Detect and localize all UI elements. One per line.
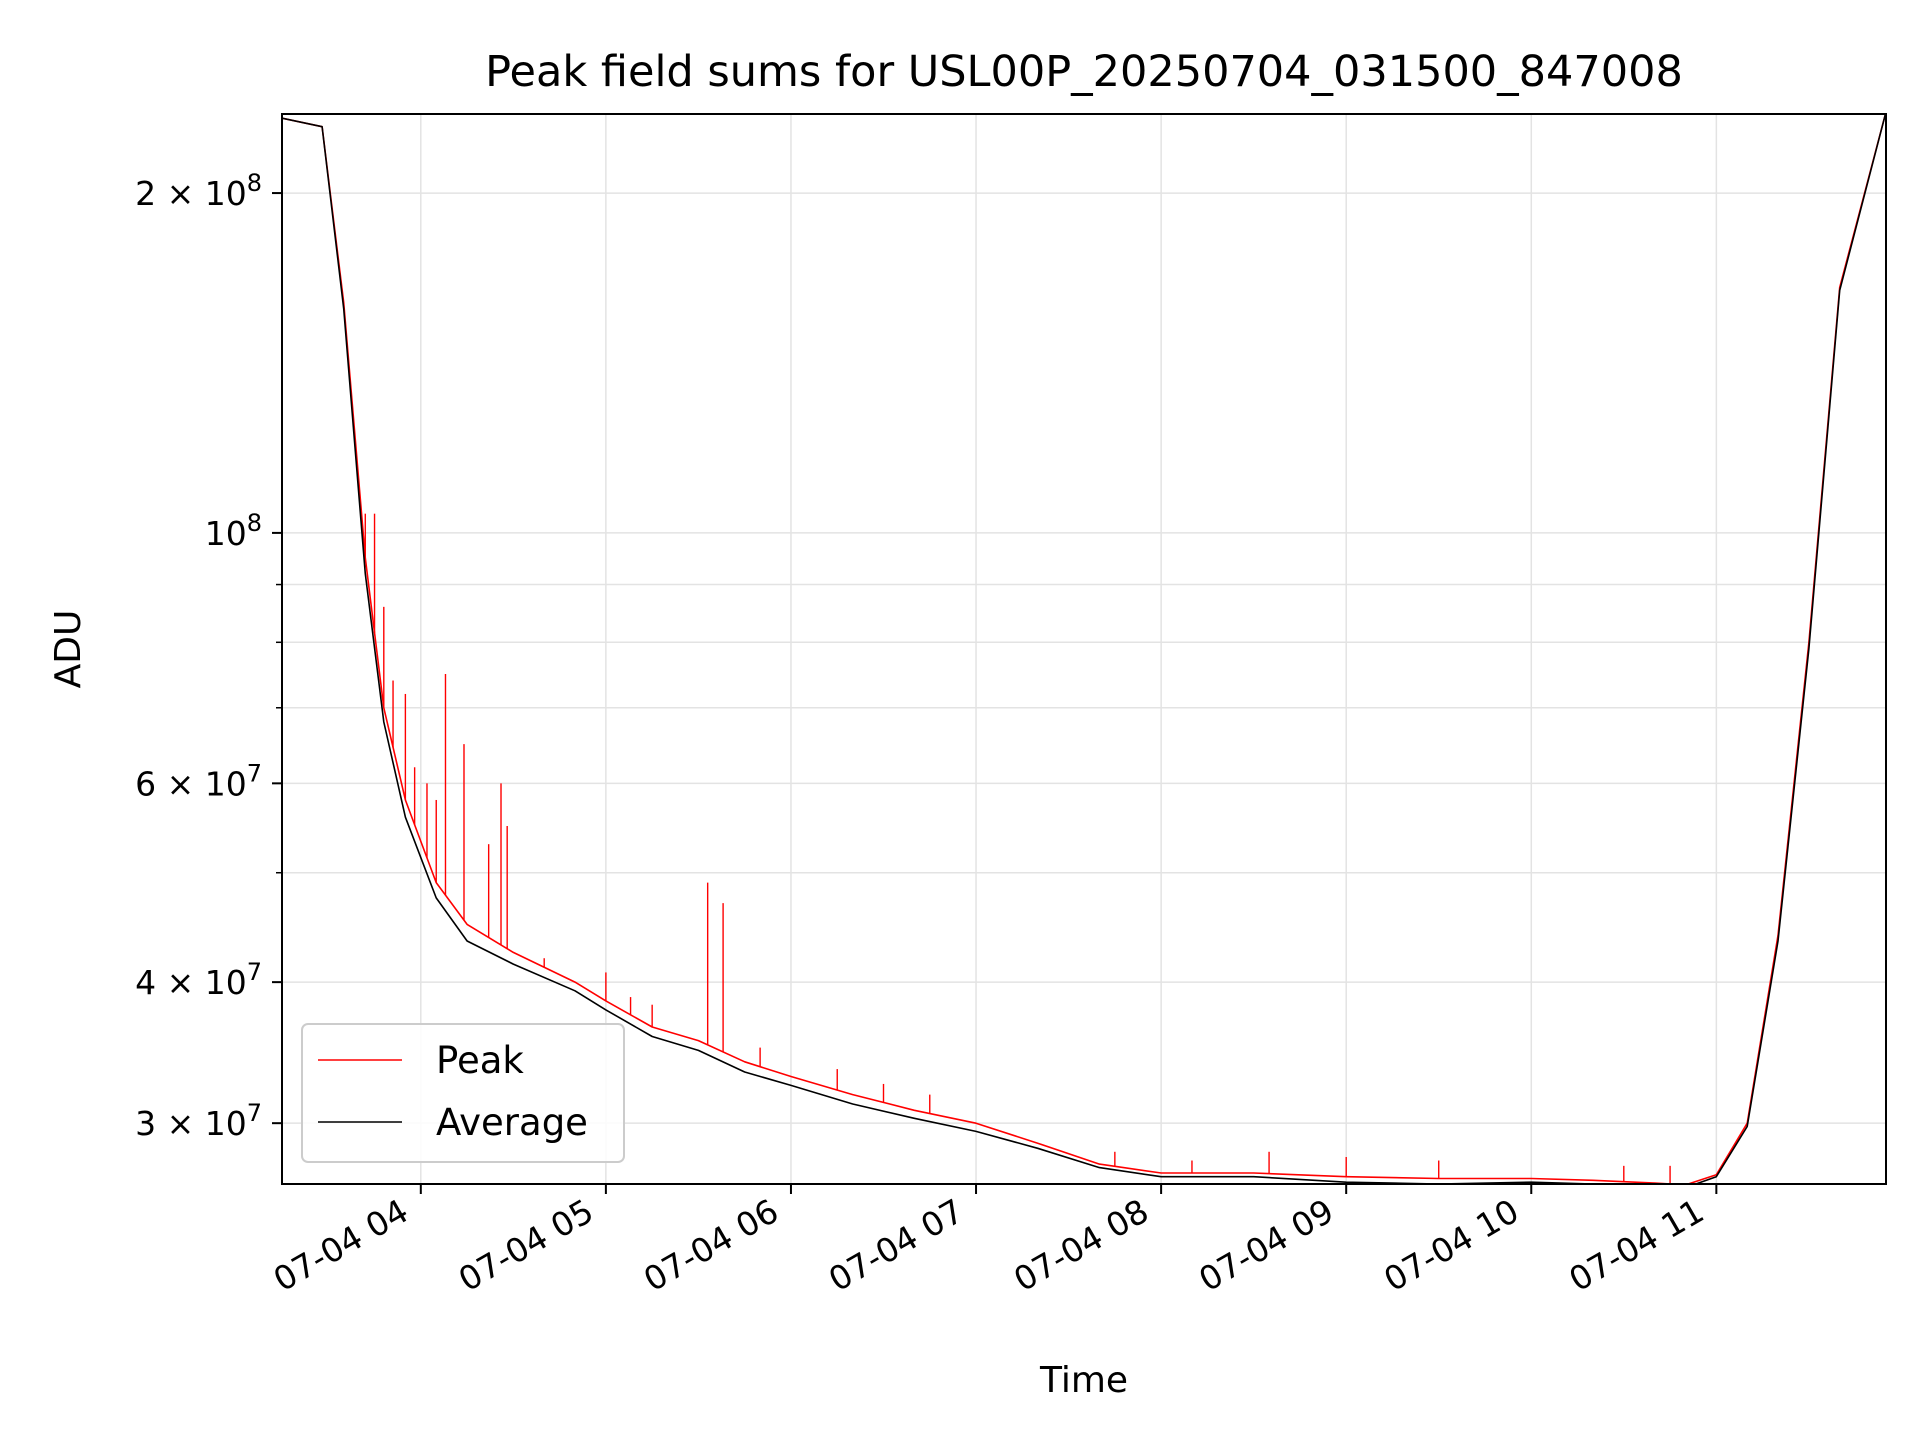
plot-frame — [281, 113, 1887, 1185]
y-tick-label: 6 × 107 — [135, 759, 262, 803]
chart-title: Peak field sums for USL00P_20250704_0315… — [485, 47, 1683, 97]
legend-box — [301, 1023, 625, 1163]
legend: Peak Average — [301, 1023, 625, 1163]
y-axis-label: ADU — [48, 610, 89, 689]
series-line-average — [282, 114, 1886, 1184]
grid-lines — [282, 114, 1886, 1184]
series-layer — [282, 114, 1886, 1184]
legend-label-peak: Peak — [436, 1039, 524, 1082]
legend-label-average: Average — [436, 1101, 588, 1144]
y-tick-label: 3 × 107 — [135, 1099, 262, 1143]
x-axis-label: Time — [1039, 1360, 1128, 1401]
y-axis-ticks: 2 × 108 108 6 × 107 4 × 107 3 × 107 — [135, 169, 282, 1143]
y-tick-label: 108 — [205, 509, 262, 553]
y-tick-label: 4 × 107 — [135, 958, 262, 1002]
y-tick-label: 2 × 108 — [135, 169, 262, 213]
series-line-peak — [282, 114, 1886, 1184]
